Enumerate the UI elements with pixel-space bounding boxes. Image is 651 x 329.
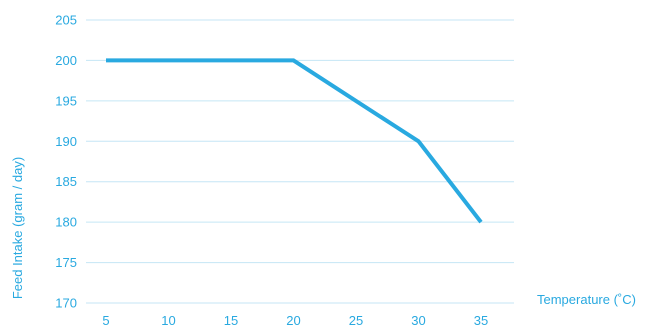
y-tick-label-180: 180 [55,215,77,230]
y-tick-label-170: 170 [55,296,77,311]
x-tick-label-25: 25 [349,313,363,328]
y-tick-label-190: 190 [55,134,77,149]
x-tick-label-30: 30 [411,313,425,328]
series-layer [106,58,483,224]
x-tick-label-20: 20 [286,313,300,328]
y-tick-label-195: 195 [55,93,77,108]
y-tick-label-205: 205 [55,13,77,28]
x-tick-label-35: 35 [474,313,488,328]
x-tick-label-10: 10 [161,313,175,328]
y-tick-label-185: 185 [55,174,77,189]
y-tick-label-175: 175 [55,255,77,270]
y-axis-label: Feed Intake (gram / day) [10,157,25,299]
y-axis-ticks: 170 175 180 185 190 195 200 205 [55,13,77,311]
series-line-0 [106,58,483,224]
x-axis-label: Temperature (˚C) [537,292,636,307]
x-tick-label-5: 5 [102,313,109,328]
x-axis-ticks: 5 10 15 20 25 30 35 [102,313,488,328]
y-tick-label-200: 200 [55,53,77,68]
x-tick-label-15: 15 [224,313,238,328]
